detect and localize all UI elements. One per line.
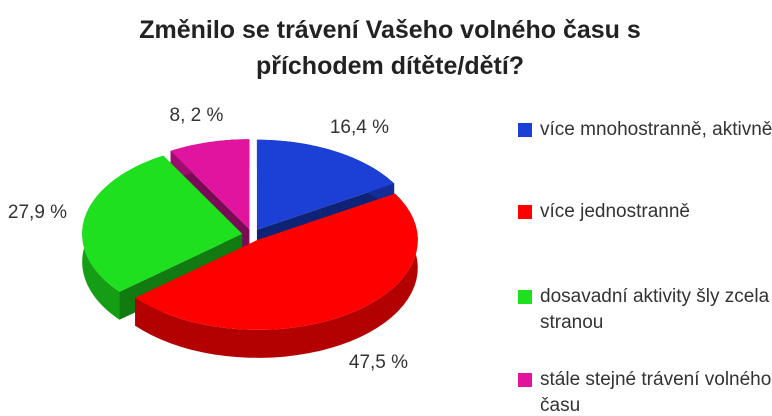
legend-swatch [518,373,532,387]
legend-swatch [518,205,532,219]
slice [170,139,250,230]
legend-item: více mnohostranně, aktivněji [518,117,772,143]
legend-label: více mnohostranně, aktivněji [540,119,772,140]
legend-item: stále stejné trávení volného času [518,367,772,416]
legend-label: více jednostranně [540,201,690,222]
data-label: 8, 2 % [170,105,224,126]
slice [82,155,243,292]
legend-label: dosavadní aktivity šly zcela stranou [540,286,770,333]
legend-swatch [518,290,532,304]
legend-item: dosavadní aktivity šly zcela stranou [518,284,772,336]
slice [135,193,418,330]
legend-item: více jednostranně [518,199,772,225]
chart-title: Změnilo se trávení Vašeho volného času s… [139,16,641,80]
legend-swatch [518,123,532,137]
slice-side [135,193,418,358]
legend-label: stále stejné trávení volného času [540,369,772,416]
data-label: 47,5 % [349,352,408,373]
slice [256,139,395,230]
data-label: 16,4 % [330,117,389,138]
data-label: 27,9 % [8,202,67,223]
